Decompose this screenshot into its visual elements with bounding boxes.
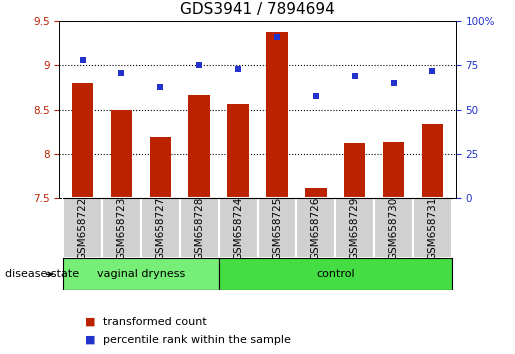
- Point: [389, 80, 398, 86]
- Point: [428, 68, 437, 74]
- Bar: [141, 198, 180, 258]
- Bar: [227, 104, 249, 198]
- Bar: [344, 143, 365, 198]
- Text: GSM658723: GSM658723: [116, 196, 126, 260]
- Bar: [219, 258, 452, 290]
- Text: GSM658727: GSM658727: [156, 196, 165, 260]
- Point: [312, 93, 320, 98]
- Text: ■: ■: [85, 317, 95, 327]
- Bar: [63, 258, 219, 290]
- Text: vaginal dryness: vaginal dryness: [97, 269, 185, 279]
- Bar: [335, 198, 374, 258]
- Text: control: control: [316, 269, 354, 279]
- Text: GSM658730: GSM658730: [389, 197, 399, 260]
- Text: GSM658726: GSM658726: [311, 196, 321, 260]
- Text: GSM658724: GSM658724: [233, 196, 243, 260]
- Text: ■: ■: [85, 335, 95, 345]
- Title: GDS3941 / 7894694: GDS3941 / 7894694: [180, 2, 335, 17]
- Bar: [266, 32, 288, 198]
- Bar: [374, 198, 413, 258]
- Bar: [383, 142, 404, 198]
- Point: [156, 84, 164, 90]
- Point: [78, 57, 87, 63]
- Bar: [258, 198, 296, 258]
- Point: [273, 34, 281, 40]
- Bar: [63, 198, 102, 258]
- Point: [117, 70, 126, 75]
- Bar: [188, 95, 210, 198]
- Bar: [219, 198, 258, 258]
- Point: [195, 63, 203, 68]
- Point: [351, 73, 359, 79]
- Bar: [150, 137, 171, 198]
- Point: [234, 66, 242, 72]
- Bar: [422, 124, 443, 198]
- Text: disease state: disease state: [5, 269, 79, 279]
- Bar: [305, 188, 327, 198]
- Text: GSM658731: GSM658731: [427, 196, 437, 260]
- Text: GSM658725: GSM658725: [272, 196, 282, 260]
- Text: GSM658722: GSM658722: [78, 196, 88, 260]
- Text: percentile rank within the sample: percentile rank within the sample: [103, 335, 291, 345]
- Text: transformed count: transformed count: [103, 317, 207, 327]
- Bar: [180, 198, 219, 258]
- Bar: [296, 198, 335, 258]
- Bar: [413, 198, 452, 258]
- Bar: [111, 110, 132, 198]
- Text: GSM658729: GSM658729: [350, 196, 359, 260]
- Text: GSM658728: GSM658728: [194, 196, 204, 260]
- Bar: [102, 198, 141, 258]
- Bar: [72, 83, 93, 198]
